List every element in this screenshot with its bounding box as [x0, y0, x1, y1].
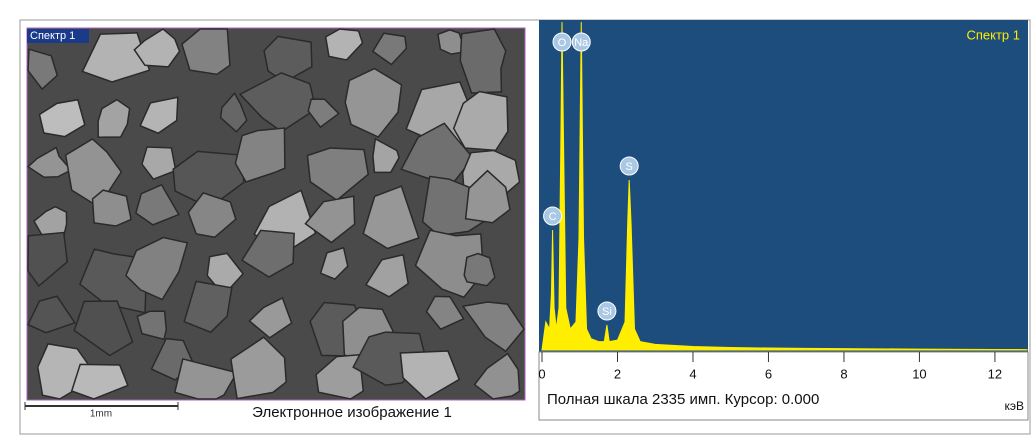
scale-bar-label: 1mm: [90, 409, 112, 420]
x-tick-label: 2: [614, 366, 621, 381]
sem-image: [27, 28, 525, 400]
particle: [93, 190, 132, 226]
x-tick-label: 4: [689, 366, 696, 381]
image-caption: Электронное изображение 1: [252, 404, 452, 421]
peak-label: C: [549, 211, 557, 223]
peak-label: Si: [602, 306, 612, 318]
image-label: Спектр 1: [30, 30, 75, 42]
chart-title: Спектр 1: [966, 27, 1020, 42]
peak-label: O: [558, 37, 567, 49]
status-text: Полная шкала 2335 имп. Курсор: 0.000: [547, 391, 819, 408]
peak-label: Na: [574, 37, 589, 49]
figure: Спектр 1 1mm Электронное изображение 1 С…: [0, 0, 1031, 435]
plot-background: [539, 20, 1028, 352]
axis-area: [539, 352, 1028, 420]
x-tick-label: 12: [988, 366, 1002, 381]
peak-label: S: [626, 161, 633, 173]
particle: [464, 254, 495, 286]
x-tick-label: 8: [840, 366, 847, 381]
x-tick-label: 10: [912, 366, 926, 381]
x-tick-label: 6: [765, 366, 772, 381]
x-axis-label: кэВ: [1004, 399, 1024, 413]
x-tick-label: 0: [538, 366, 545, 381]
